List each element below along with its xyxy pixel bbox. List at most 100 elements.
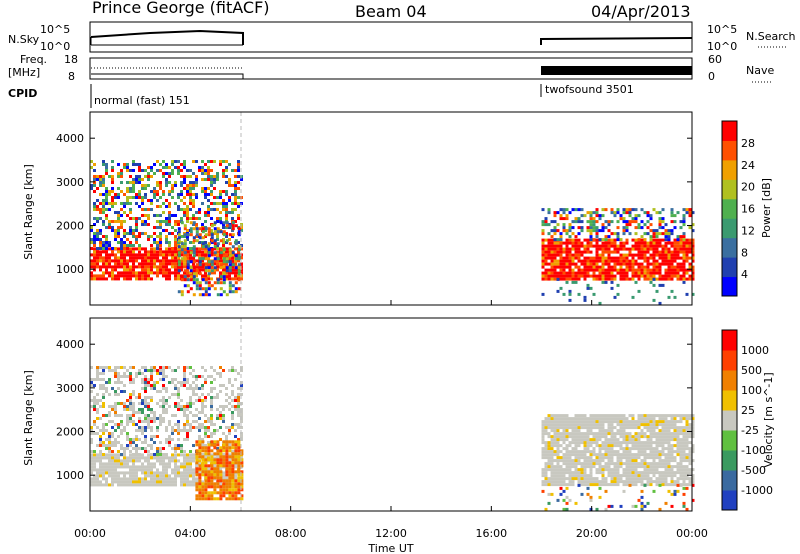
echo-cell xyxy=(562,432,566,436)
echo-cell xyxy=(195,247,198,251)
echo-cell xyxy=(237,259,240,263)
echo-cell xyxy=(628,459,632,463)
echo-cell xyxy=(147,417,150,420)
echo-cell xyxy=(691,447,695,451)
echo-cell xyxy=(616,450,620,454)
echo-cell xyxy=(583,295,587,299)
echo-cell xyxy=(682,486,686,490)
echo-cell xyxy=(135,181,138,184)
nsearch-tick-low: 10^0 xyxy=(707,40,737,53)
echo-cell xyxy=(628,268,632,272)
echo-cell xyxy=(610,256,614,260)
echo-cell xyxy=(667,232,671,236)
echo-cell xyxy=(541,247,545,251)
echo-cell xyxy=(541,426,545,430)
echo-cell xyxy=(126,471,129,475)
echo-cell xyxy=(198,211,201,214)
echo-cell xyxy=(126,435,129,438)
echo-cell xyxy=(201,247,204,250)
echo-cell xyxy=(201,166,204,169)
echo-cell xyxy=(610,447,614,451)
echo-cell xyxy=(547,247,551,251)
echo-cell xyxy=(228,233,232,237)
echo-cell xyxy=(93,175,96,178)
echo-cell xyxy=(646,456,650,460)
echo-cell xyxy=(141,253,144,257)
echo-cell xyxy=(90,390,93,393)
echo-cell xyxy=(577,217,581,221)
echo-cell xyxy=(592,480,596,484)
echo-cell xyxy=(673,435,677,439)
echo-cell xyxy=(571,453,575,457)
echo-cell xyxy=(664,438,668,442)
echo-cell xyxy=(553,238,557,242)
echo-cell xyxy=(90,262,93,266)
echo-cell xyxy=(637,417,641,421)
echo-cell xyxy=(165,438,168,441)
echo-cell xyxy=(114,196,117,199)
echo-cell xyxy=(541,468,545,472)
echo-cell xyxy=(562,507,566,511)
echo-cell xyxy=(102,247,105,250)
echo-cell xyxy=(135,438,138,441)
colorbar-tick-label: -500 xyxy=(741,464,766,477)
echo-cell xyxy=(126,262,129,266)
echo-cell xyxy=(607,223,611,227)
echo-cell xyxy=(691,459,695,463)
echo-cell xyxy=(132,259,135,263)
echo-cell xyxy=(676,468,680,472)
echo-cell xyxy=(679,420,683,424)
echo-cell xyxy=(598,217,602,221)
echo-cell xyxy=(541,438,545,442)
echo-cell xyxy=(649,238,653,242)
echo-cell xyxy=(171,453,174,457)
echo-cell xyxy=(135,468,138,472)
echo-cell xyxy=(201,387,204,390)
echo-cell xyxy=(658,480,662,484)
echo-cell xyxy=(111,456,114,460)
echo-cell xyxy=(550,271,554,275)
echo-cell xyxy=(664,453,668,457)
echo-cell xyxy=(108,435,111,438)
echo-cell xyxy=(610,232,614,236)
echo-cell xyxy=(237,372,240,375)
echo-cell xyxy=(583,214,587,218)
echo-cell xyxy=(144,220,147,223)
echo-cell xyxy=(616,429,620,433)
echo-cell xyxy=(135,196,138,199)
echo-cell xyxy=(628,414,632,418)
echo-cell xyxy=(640,504,644,508)
echo-cell xyxy=(171,381,174,384)
echo-cell xyxy=(691,423,695,427)
echo-cell xyxy=(637,426,641,430)
echo-cell xyxy=(186,229,189,232)
echo-cell xyxy=(96,256,99,260)
echo-cell xyxy=(664,268,668,272)
echo-cell xyxy=(225,473,229,477)
echo-cell xyxy=(105,456,108,460)
echo-cell xyxy=(102,465,105,469)
echo-cell xyxy=(132,447,135,450)
echo-cell xyxy=(138,402,141,405)
echo-cell xyxy=(610,456,614,460)
echo-cell xyxy=(177,390,180,393)
echo-cell xyxy=(673,450,677,454)
echo-cell xyxy=(207,256,210,260)
echo-cell xyxy=(90,253,93,257)
echo-cell xyxy=(201,423,204,426)
echo-cell xyxy=(96,474,99,478)
echo-cell xyxy=(237,399,240,402)
echo-cell xyxy=(658,462,662,466)
echo-cell xyxy=(607,229,611,233)
echo-cell xyxy=(180,248,184,252)
echo-cell xyxy=(670,453,674,457)
echo-cell xyxy=(159,447,162,450)
echo-cell xyxy=(637,441,641,445)
echo-cell xyxy=(186,205,189,208)
echo-cell xyxy=(231,464,235,468)
colorbar-swatch xyxy=(722,159,737,180)
echo-cell xyxy=(174,277,177,281)
echo-cell xyxy=(201,375,204,378)
echo-cell xyxy=(96,232,99,235)
